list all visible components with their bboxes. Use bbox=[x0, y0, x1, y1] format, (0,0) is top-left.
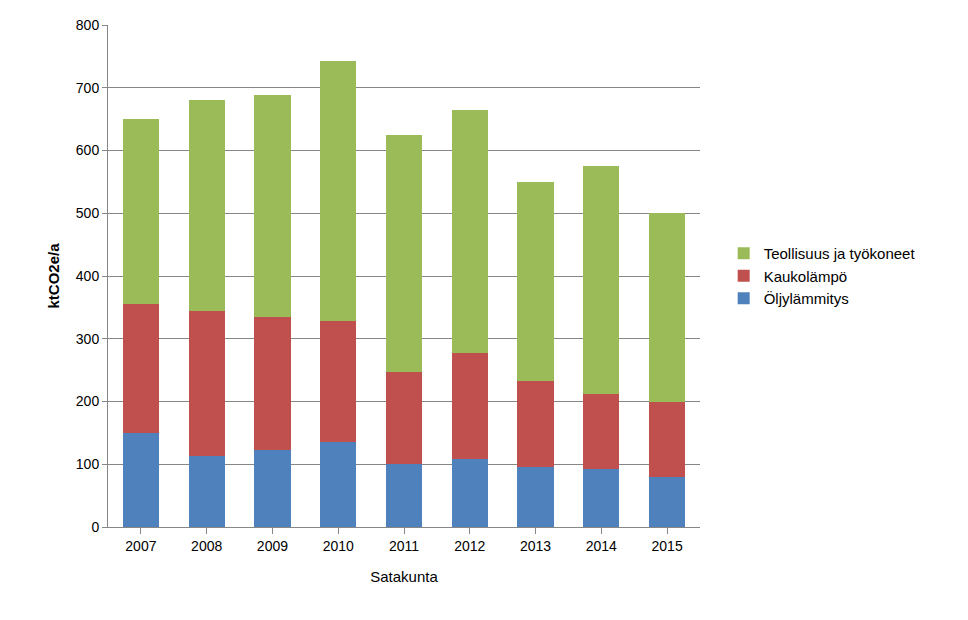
svg-text:0: 0 bbox=[91, 519, 99, 535]
svg-text:2009: 2009 bbox=[257, 538, 288, 554]
svg-text:300: 300 bbox=[76, 331, 100, 347]
svg-text:100: 100 bbox=[76, 456, 100, 472]
svg-text:2015: 2015 bbox=[652, 538, 683, 554]
svg-text:Satakunta: Satakunta bbox=[370, 568, 438, 585]
svg-text:500: 500 bbox=[76, 205, 100, 221]
svg-text:700: 700 bbox=[76, 80, 100, 96]
svg-text:Kaukolämpö: Kaukolämpö bbox=[764, 268, 847, 285]
svg-text:800: 800 bbox=[76, 17, 100, 33]
svg-text:600: 600 bbox=[76, 142, 100, 158]
svg-text:2008: 2008 bbox=[191, 538, 222, 554]
svg-text:2013: 2013 bbox=[520, 538, 551, 554]
svg-text:Öljylämmitys: Öljylämmitys bbox=[764, 290, 849, 307]
svg-text:200: 200 bbox=[76, 393, 100, 409]
svg-text:2012: 2012 bbox=[454, 538, 485, 554]
svg-text:2010: 2010 bbox=[323, 538, 354, 554]
svg-text:2007: 2007 bbox=[125, 538, 156, 554]
svg-text:ktCO2e/a: ktCO2e/a bbox=[45, 243, 62, 309]
svg-text:2014: 2014 bbox=[586, 538, 617, 554]
svg-text:2011: 2011 bbox=[389, 538, 419, 554]
svg-text:400: 400 bbox=[76, 268, 100, 284]
svg-text:Teollisuus ja työkoneet: Teollisuus ja työkoneet bbox=[764, 245, 916, 262]
